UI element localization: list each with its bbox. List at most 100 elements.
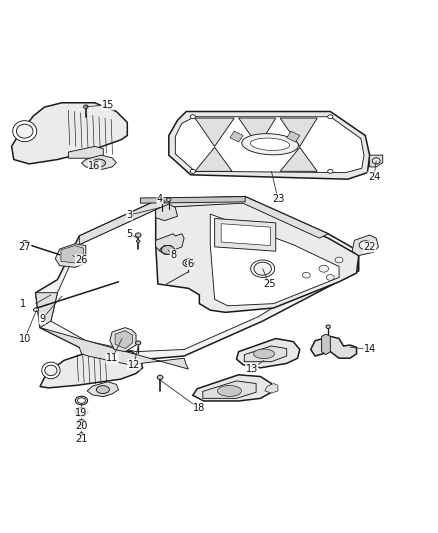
Ellipse shape: [254, 262, 272, 275]
Text: 21: 21: [75, 434, 88, 444]
Polygon shape: [230, 131, 243, 142]
Polygon shape: [12, 103, 127, 164]
Polygon shape: [40, 350, 143, 388]
Ellipse shape: [21, 241, 28, 245]
Ellipse shape: [359, 241, 371, 249]
Ellipse shape: [218, 385, 241, 397]
Ellipse shape: [157, 375, 163, 379]
Polygon shape: [195, 147, 232, 171]
Ellipse shape: [335, 257, 343, 263]
Polygon shape: [175, 117, 364, 173]
Polygon shape: [155, 202, 359, 312]
Text: 4: 4: [157, 194, 163, 204]
Ellipse shape: [251, 260, 275, 277]
Text: 11: 11: [106, 353, 118, 363]
Ellipse shape: [372, 158, 380, 164]
Ellipse shape: [137, 240, 140, 243]
Ellipse shape: [190, 115, 195, 119]
Ellipse shape: [326, 274, 334, 280]
Ellipse shape: [33, 308, 39, 311]
Ellipse shape: [16, 124, 33, 138]
Polygon shape: [195, 118, 234, 147]
Text: 19: 19: [75, 408, 88, 418]
Ellipse shape: [326, 325, 330, 328]
Text: 10: 10: [18, 334, 31, 344]
Polygon shape: [115, 330, 133, 349]
Polygon shape: [169, 111, 370, 179]
Polygon shape: [203, 381, 256, 398]
Text: 5: 5: [127, 229, 133, 239]
Ellipse shape: [135, 233, 141, 237]
Polygon shape: [87, 382, 119, 397]
Text: 16: 16: [88, 161, 101, 171]
Ellipse shape: [92, 159, 106, 167]
Polygon shape: [321, 334, 330, 354]
Text: 14: 14: [364, 344, 376, 354]
Text: 27: 27: [18, 242, 31, 252]
Polygon shape: [311, 336, 357, 358]
Polygon shape: [110, 328, 136, 352]
Polygon shape: [280, 118, 317, 147]
Text: 13: 13: [246, 364, 258, 374]
Polygon shape: [221, 224, 271, 246]
Polygon shape: [193, 375, 272, 401]
Ellipse shape: [84, 105, 88, 108]
Ellipse shape: [186, 261, 191, 265]
Polygon shape: [155, 234, 184, 251]
Polygon shape: [215, 219, 276, 251]
Ellipse shape: [96, 386, 110, 393]
Polygon shape: [155, 204, 177, 221]
Polygon shape: [370, 155, 383, 167]
Ellipse shape: [80, 433, 83, 435]
Ellipse shape: [161, 246, 174, 254]
Text: 18: 18: [193, 403, 205, 414]
Ellipse shape: [251, 138, 290, 150]
Polygon shape: [35, 293, 57, 328]
Ellipse shape: [328, 169, 333, 173]
Polygon shape: [68, 147, 103, 158]
Polygon shape: [352, 235, 378, 256]
Ellipse shape: [42, 362, 60, 379]
Ellipse shape: [13, 120, 37, 142]
Polygon shape: [40, 328, 188, 369]
Text: 25: 25: [263, 279, 276, 289]
Ellipse shape: [79, 421, 84, 425]
Polygon shape: [210, 214, 339, 306]
Ellipse shape: [78, 409, 85, 415]
Ellipse shape: [160, 200, 164, 204]
Polygon shape: [237, 338, 300, 368]
Polygon shape: [55, 244, 86, 268]
Ellipse shape: [45, 365, 57, 376]
Text: 23: 23: [272, 194, 284, 204]
Ellipse shape: [166, 198, 171, 201]
Polygon shape: [244, 346, 287, 362]
Polygon shape: [265, 384, 278, 393]
Ellipse shape: [328, 115, 333, 119]
Polygon shape: [141, 197, 245, 203]
Ellipse shape: [78, 398, 85, 403]
Polygon shape: [160, 246, 175, 254]
Ellipse shape: [190, 169, 195, 173]
Ellipse shape: [136, 341, 141, 345]
Text: 8: 8: [170, 250, 176, 260]
Ellipse shape: [77, 420, 86, 426]
Polygon shape: [79, 197, 328, 245]
Polygon shape: [51, 203, 337, 352]
Ellipse shape: [254, 349, 275, 359]
Ellipse shape: [319, 265, 328, 272]
Text: 22: 22: [364, 242, 376, 252]
Polygon shape: [239, 118, 276, 147]
Text: 15: 15: [102, 100, 114, 110]
Polygon shape: [280, 147, 317, 171]
Ellipse shape: [75, 408, 88, 416]
Text: 20: 20: [75, 421, 88, 431]
Ellipse shape: [242, 134, 298, 155]
Polygon shape: [81, 155, 117, 169]
Text: 12: 12: [127, 360, 140, 370]
Ellipse shape: [75, 396, 88, 405]
Text: 24: 24: [368, 172, 380, 182]
Text: 3: 3: [127, 210, 133, 220]
Text: 9: 9: [39, 314, 45, 324]
Text: 1: 1: [19, 298, 25, 309]
Polygon shape: [61, 246, 84, 263]
